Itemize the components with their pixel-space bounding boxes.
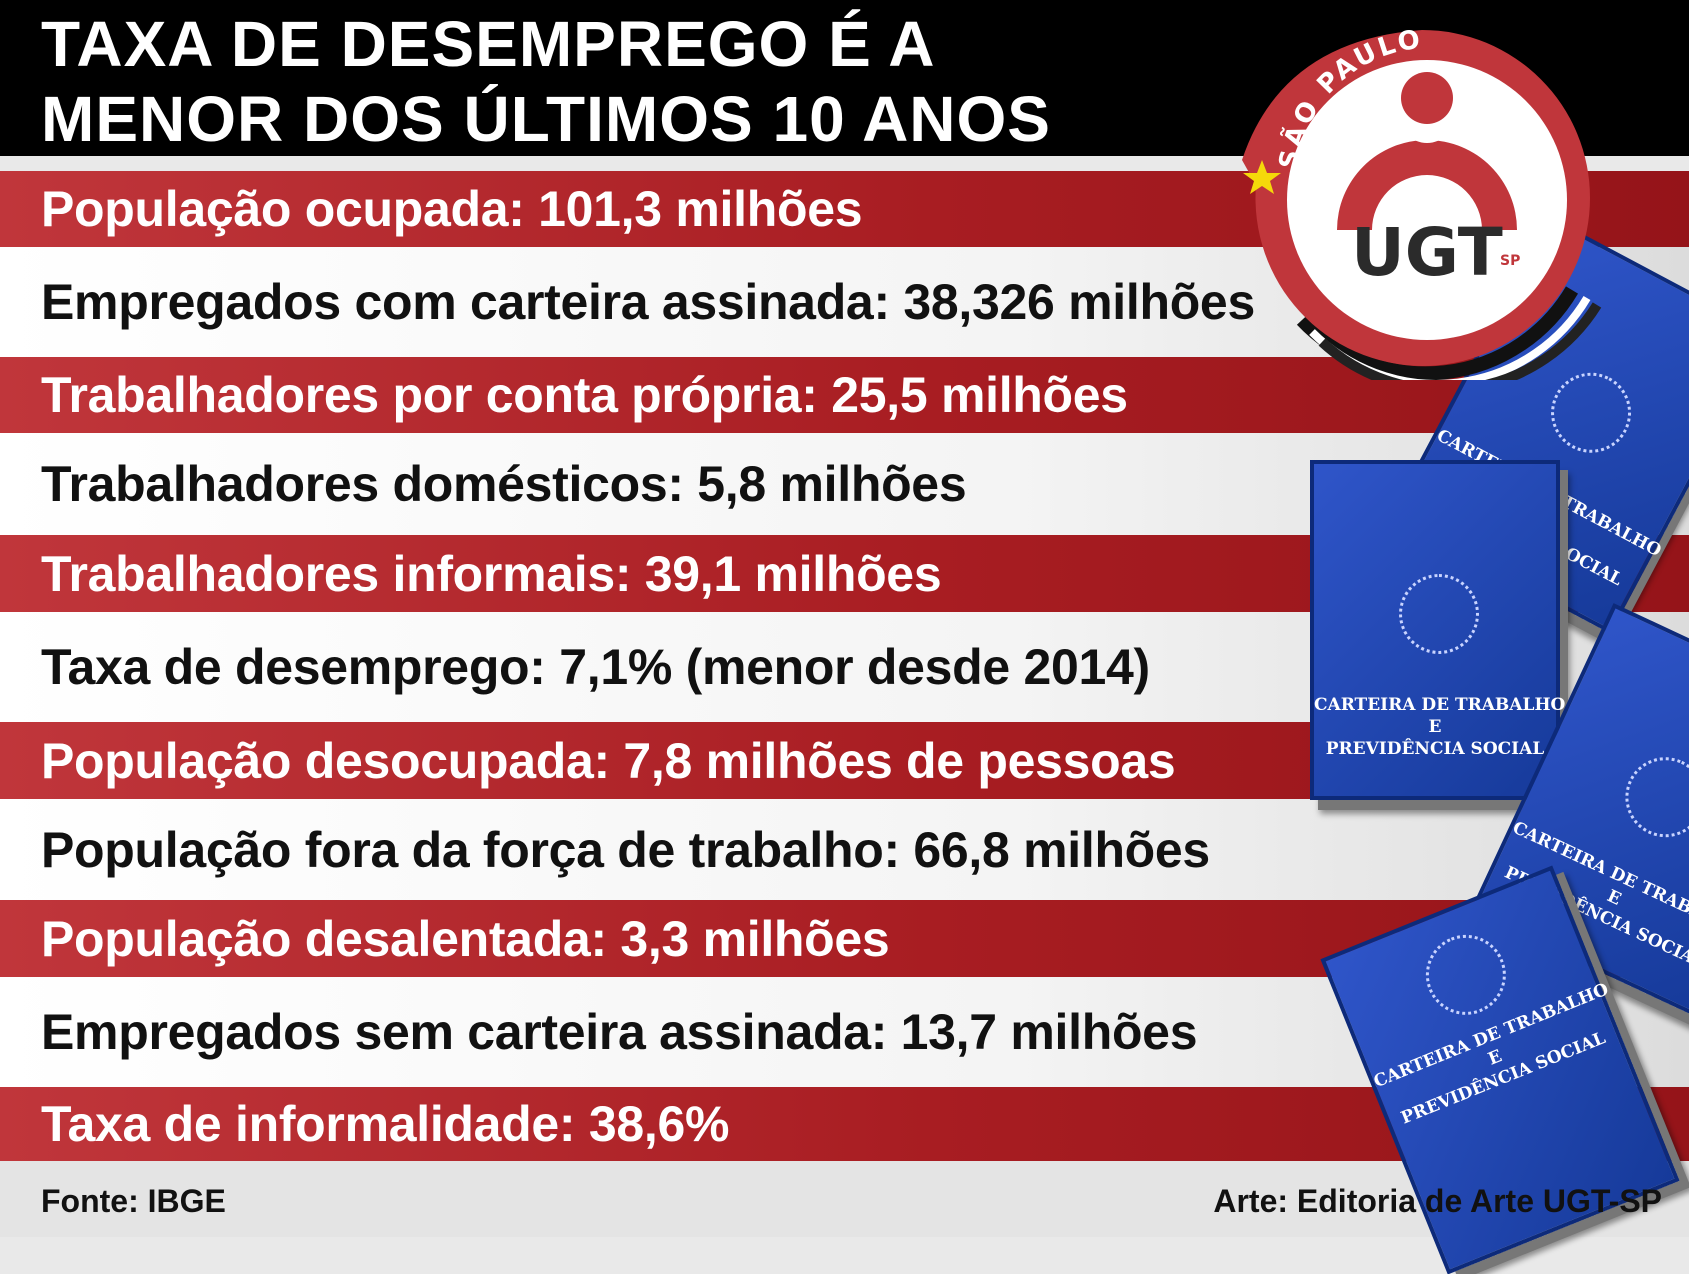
stat-row: População fora da força de trabalho: 66,…	[0, 799, 1689, 900]
coat-of-arms-icon	[1612, 744, 1689, 851]
logo-ugt-text: UGT	[1351, 214, 1503, 291]
title-line-1: TAXA DE DESEMPREGO É A	[41, 8, 936, 80]
coat-of-arms-icon	[1399, 574, 1479, 654]
stat-row: Trabalhadores por conta própria: 25,5 mi…	[0, 357, 1689, 433]
ugt-sp-logo: UGT SP SÃO PAULO	[1242, 24, 1602, 380]
work-card-book-image: CARTEIRA DE TRABALHO E PREVIDÊNCIA SOCIA…	[1310, 460, 1566, 800]
credit-label: Arte: Editoria de Arte UGT-SP	[1213, 1183, 1662, 1219]
book-title: CARTEIRA DE TRABALHO E PREVIDÊNCIA SOCIA…	[1370, 979, 1612, 1129]
source-label: Fonte: IBGE	[41, 1183, 226, 1219]
book-title: CARTEIRA DE TRABALHO E PREVIDÊNCIA SOCIA…	[1314, 695, 1566, 760]
logo-sp-text: SP	[1500, 253, 1520, 269]
coat-of-arms-icon	[1413, 922, 1518, 1027]
title-line-2: MENOR DOS ÚLTIMOS 10 ANOS	[41, 83, 1051, 155]
star-icon	[1243, 160, 1281, 194]
